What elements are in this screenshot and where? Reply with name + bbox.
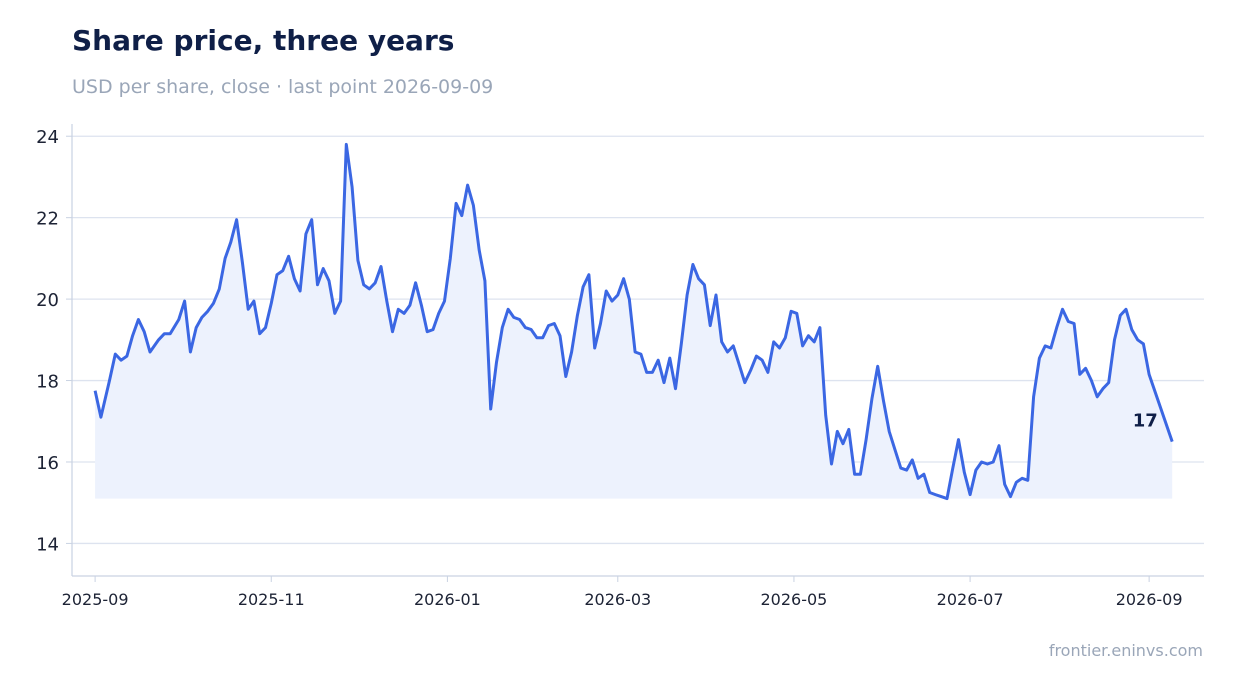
- x-tick-label: 2025-09: [62, 590, 129, 609]
- x-tick-label: 2026-07: [937, 590, 1004, 609]
- x-tick-label: 2026-01: [414, 590, 481, 609]
- chart-title: Share price, three years: [72, 24, 455, 57]
- price-area-fill: [95, 144, 1173, 499]
- y-tick-label: 22: [36, 209, 59, 230]
- x-tick-label: 2025-11: [238, 590, 305, 609]
- y-axis-ticks: 14 16 18 20 22 24: [36, 127, 72, 555]
- axes-layer: [71, 124, 1204, 577]
- y-tick-label: 16: [36, 453, 59, 474]
- y-tick-label: 14: [36, 534, 59, 555]
- last-value-label: 17: [1133, 411, 1158, 432]
- price-line: [93, 142, 1174, 501]
- y-tick-label: 20: [36, 290, 59, 311]
- y-tick-label: 18: [36, 372, 59, 393]
- x-tick-label: 2026-09: [1116, 590, 1183, 609]
- x-tick-label: 2026-03: [584, 590, 651, 609]
- chart-subtitle: USD per share, close · last point 2026-0…: [72, 76, 494, 98]
- x-tick-label: 2026-05: [761, 590, 828, 609]
- y-tick-label: 24: [36, 127, 59, 148]
- x-axis-ticks: 2025-09 2025-11 2026-01 2026-03 2026-05 2026-…: [62, 576, 1183, 609]
- source-credit: frontier.eninvs.com: [1048, 641, 1203, 660]
